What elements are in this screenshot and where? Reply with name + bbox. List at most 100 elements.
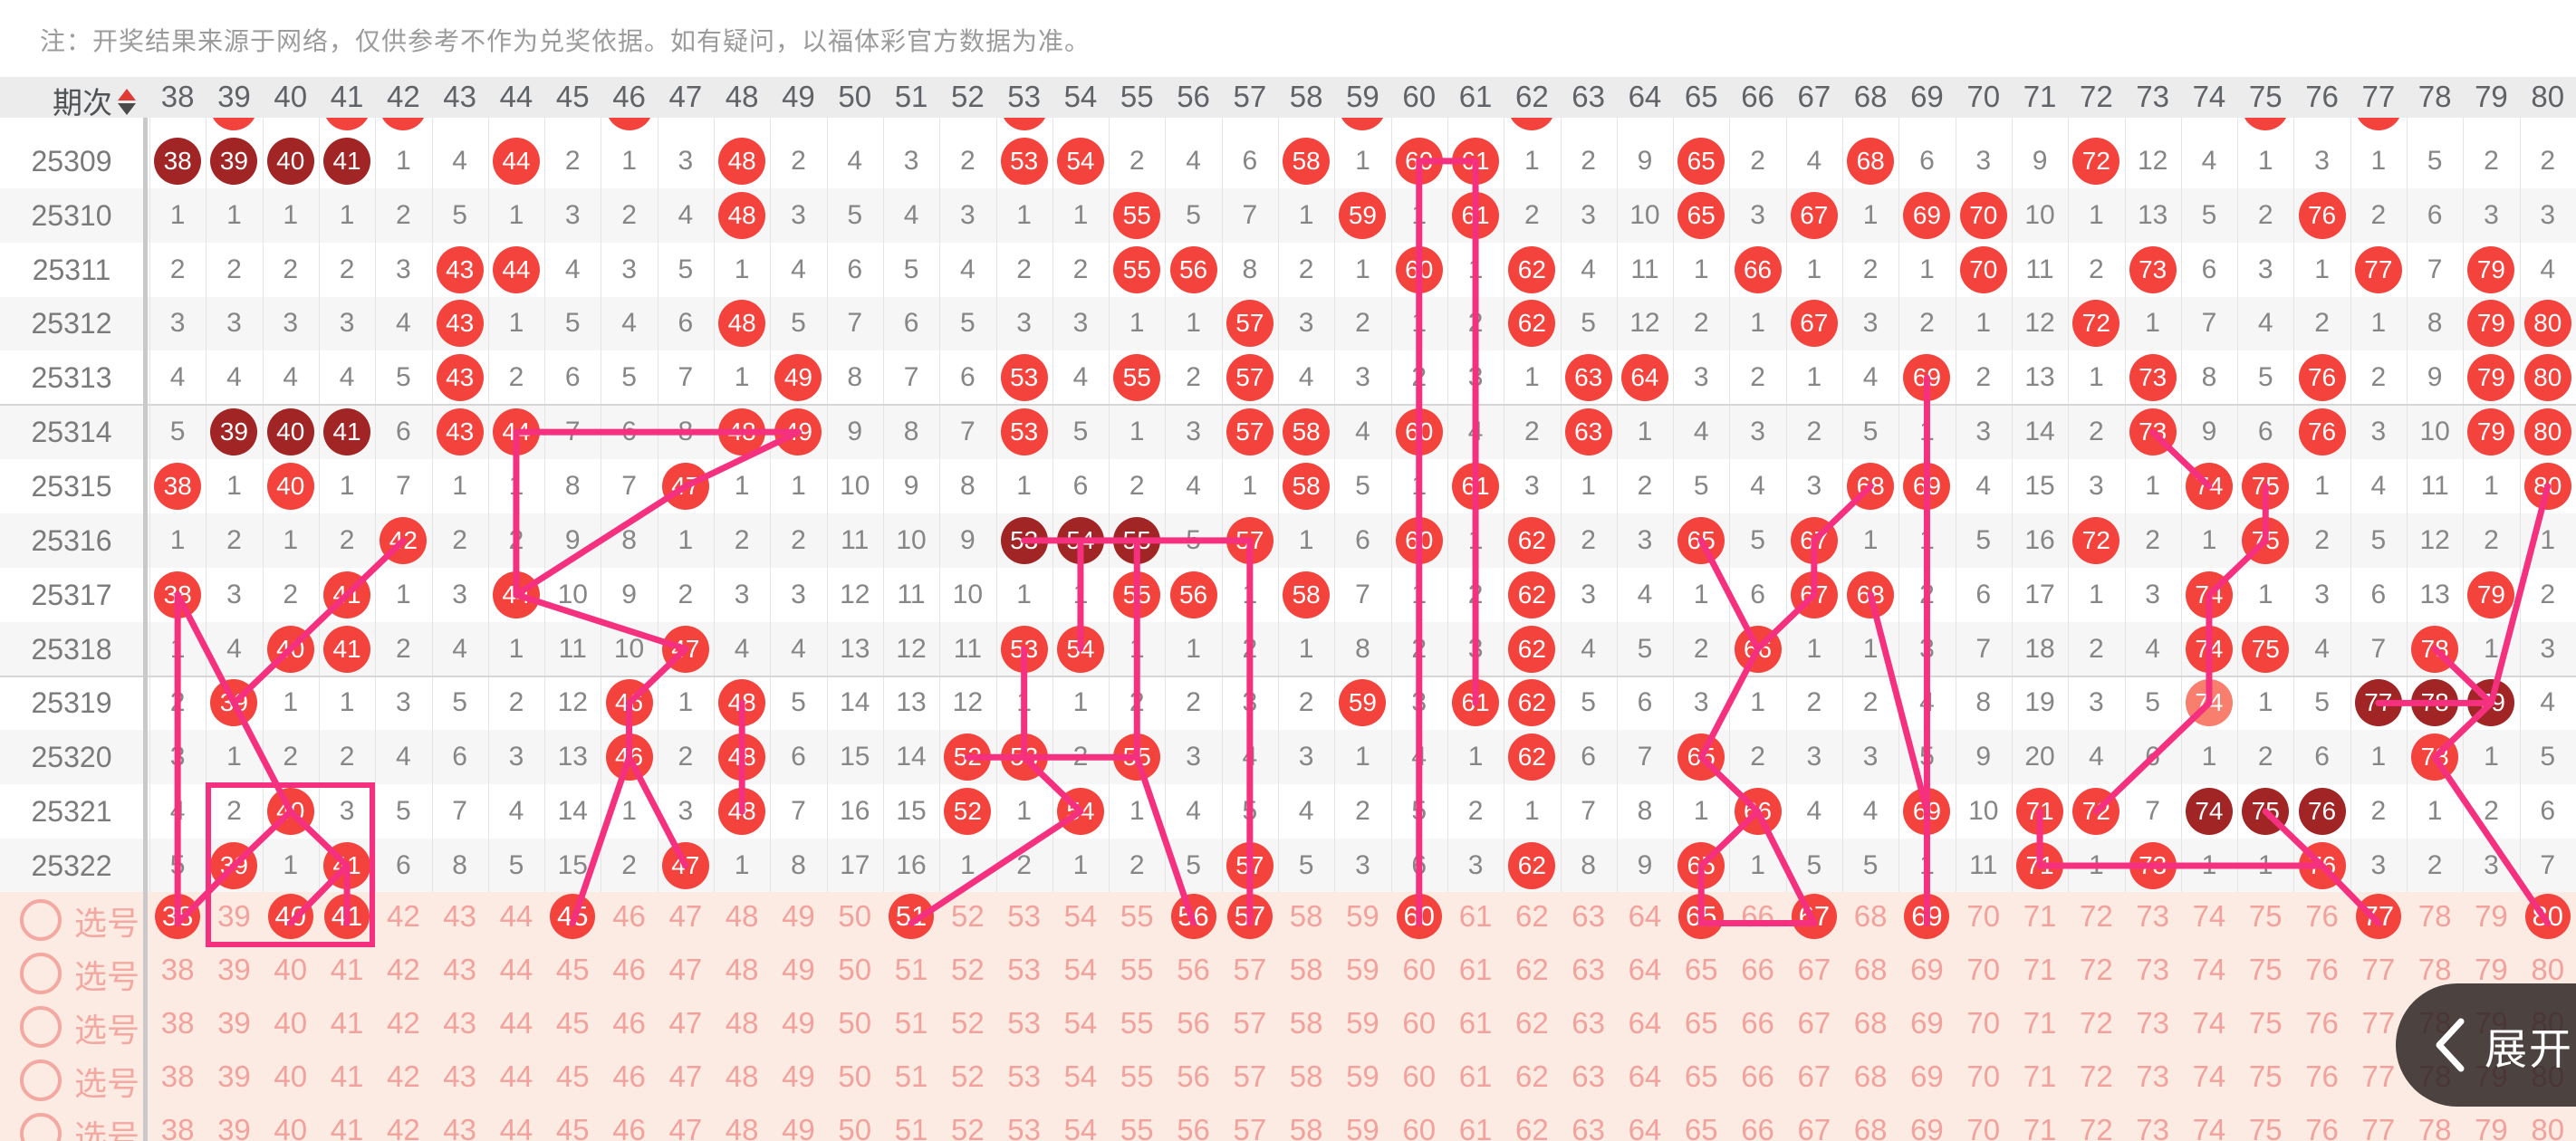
pick-number[interactable]: 42 [386, 899, 420, 933]
pick-number[interactable]: 62 [1514, 1060, 1549, 1093]
pick-number[interactable]: 39 [217, 899, 251, 933]
pick-number[interactable]: 71 [2023, 953, 2057, 986]
pick-number[interactable]: 61 [1458, 1113, 1493, 1141]
pick-number[interactable]: 60 [1402, 1006, 1437, 1040]
pick-number[interactable]: 58 [1289, 1060, 1323, 1093]
pick-number[interactable]: 72 [2079, 1060, 2113, 1093]
pick-number[interactable]: 38 [160, 1060, 195, 1093]
pick-number[interactable]: 71 [2023, 899, 2057, 933]
pick-number[interactable]: 75 [2248, 1060, 2283, 1093]
pick-number[interactable]: 60 [1402, 953, 1437, 986]
pick-number[interactable]: 72 [2079, 1006, 2113, 1040]
pick-number[interactable]: 44 [499, 953, 533, 986]
pick-number[interactable]: 39 [217, 1060, 251, 1093]
pick-number[interactable]: 77 [2361, 1060, 2396, 1093]
pick-number[interactable]: 68 [1853, 1113, 1888, 1141]
pick-number[interactable]: 40 [274, 1006, 308, 1040]
pick-number[interactable]: 67 [1797, 1006, 1831, 1040]
pick-number[interactable]: 70 [1966, 953, 2001, 986]
pick-number[interactable]: 43 [443, 1006, 476, 1040]
pick-number[interactable]: 49 [782, 1113, 815, 1141]
pick-number[interactable]: 48 [725, 1060, 759, 1093]
pick-number[interactable]: 45 [555, 1006, 590, 1040]
pick-number[interactable]: 51 [894, 1060, 928, 1093]
pick-number[interactable]: 45 [555, 1060, 590, 1093]
pick-number[interactable]: 67 [1797, 953, 1831, 986]
pick-number[interactable]: 39 [217, 1006, 251, 1040]
pick-number[interactable]: 75 [2248, 953, 2283, 986]
pick-radio-button[interactable] [20, 1060, 62, 1101]
pick-number[interactable]: 72 [2079, 953, 2113, 986]
pick-number[interactable]: 76 [2305, 1006, 2339, 1040]
pick-number[interactable]: 44 [499, 1113, 533, 1141]
pick-number[interactable]: 58 [1289, 1006, 1323, 1040]
pick-number[interactable]: 66 [1741, 953, 1774, 986]
pick-number[interactable]: 78 [2417, 953, 2452, 986]
pick-number[interactable]: 47 [668, 1060, 703, 1093]
pick-number[interactable]: 52 [950, 1113, 985, 1141]
pick-number-selected[interactable]: 40 [267, 894, 313, 939]
pick-radio-button[interactable] [20, 1006, 62, 1048]
pick-number[interactable]: 57 [1233, 953, 1267, 986]
pick-number[interactable]: 75 [2248, 1113, 2283, 1141]
pick-number[interactable]: 55 [1120, 953, 1154, 986]
pick-number[interactable]: 41 [330, 1113, 364, 1141]
pick-number[interactable]: 46 [612, 953, 646, 986]
pick-number[interactable]: 55 [1120, 1006, 1154, 1040]
pick-number[interactable]: 65 [1684, 1060, 1718, 1093]
pick-number[interactable]: 64 [1628, 953, 1662, 986]
pick-number[interactable]: 74 [2192, 899, 2226, 933]
pick-number-selected[interactable]: 67 [1791, 894, 1837, 939]
pick-number[interactable]: 48 [725, 1113, 759, 1141]
pick-number[interactable]: 59 [1346, 899, 1379, 933]
pick-number[interactable]: 41 [330, 1060, 364, 1093]
pick-number[interactable]: 62 [1514, 953, 1549, 986]
pick-number[interactable]: 63 [1572, 1060, 1605, 1093]
pick-number[interactable]: 61 [1458, 1006, 1493, 1040]
pick-number[interactable]: 68 [1853, 1060, 1888, 1093]
pick-number[interactable]: 55 [1120, 1113, 1154, 1141]
pick-number-selected[interactable]: 38 [155, 894, 201, 939]
pick-number[interactable]: 79 [2475, 953, 2508, 986]
pick-number-selected[interactable]: 77 [2355, 894, 2401, 939]
pick-number-selected[interactable]: 80 [2524, 894, 2571, 939]
pick-radio-button[interactable] [20, 899, 62, 941]
pick-number[interactable]: 42 [386, 1006, 420, 1040]
pick-number[interactable]: 40 [274, 953, 308, 986]
pick-number[interactable]: 43 [443, 1060, 476, 1093]
pick-number[interactable]: 42 [386, 1060, 420, 1093]
pick-number[interactable]: 73 [2136, 1113, 2169, 1141]
pick-number[interactable]: 54 [1063, 1006, 1098, 1040]
pick-number[interactable]: 75 [2248, 899, 2283, 933]
pick-number[interactable]: 42 [386, 1113, 420, 1141]
pick-number[interactable]: 44 [499, 899, 533, 933]
pick-number[interactable]: 69 [1910, 1006, 1944, 1040]
pick-number[interactable]: 79 [2475, 1113, 2508, 1141]
pick-number[interactable]: 46 [612, 1113, 646, 1141]
pick-number[interactable]: 44 [499, 1060, 533, 1093]
expand-button[interactable]: 展开 [2396, 983, 2576, 1107]
pick-number[interactable]: 66 [1741, 1060, 1774, 1093]
pick-number[interactable]: 70 [1966, 1060, 2001, 1093]
pick-number[interactable]: 41 [330, 953, 364, 986]
pick-number[interactable]: 62 [1514, 1006, 1549, 1040]
pick-number[interactable]: 74 [2192, 1060, 2226, 1093]
pick-number[interactable]: 51 [894, 1006, 928, 1040]
pick-number[interactable]: 67 [1797, 1060, 1831, 1093]
pick-radio-button[interactable] [20, 953, 62, 994]
pick-number[interactable]: 59 [1346, 953, 1379, 986]
pick-number[interactable]: 67 [1797, 1113, 1831, 1141]
pick-number[interactable]: 53 [1007, 899, 1041, 933]
pick-number[interactable]: 63 [1572, 899, 1605, 933]
pick-number[interactable]: 63 [1572, 1113, 1605, 1141]
pick-number-selected[interactable]: 69 [1904, 894, 1950, 939]
pick-number[interactable]: 49 [782, 899, 815, 933]
pick-number[interactable]: 77 [2361, 1006, 2396, 1040]
pick-number[interactable]: 70 [1966, 1006, 2001, 1040]
pick-number[interactable]: 56 [1177, 953, 1210, 986]
pick-number[interactable]: 57 [1233, 1113, 1267, 1141]
pick-number[interactable]: 54 [1063, 953, 1098, 986]
pick-number[interactable]: 66 [1741, 899, 1774, 933]
pick-number[interactable]: 73 [2136, 1060, 2169, 1093]
pick-number[interactable]: 61 [1458, 899, 1493, 933]
